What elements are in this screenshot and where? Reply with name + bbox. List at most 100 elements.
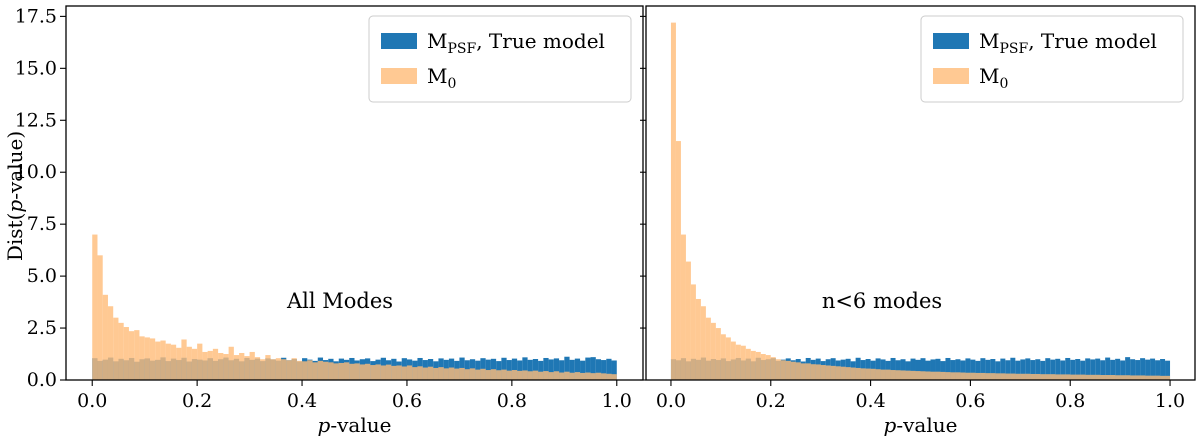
true-model-bar	[1160, 359, 1166, 380]
x-tick-label: 0.0	[77, 390, 107, 412]
m0-bar	[1030, 373, 1036, 380]
m0-bar	[564, 371, 570, 380]
true-model-bar	[1155, 360, 1161, 380]
legend: MPSF, True model M0	[368, 15, 632, 103]
m0-bar	[202, 351, 208, 380]
m0-bar	[750, 350, 756, 380]
true-model-bar	[1000, 358, 1006, 380]
plot-frame	[645, 5, 1196, 381]
m0-bar	[850, 367, 856, 380]
y-tick-label: 0.0	[27, 369, 57, 391]
m0-bar	[191, 348, 198, 380]
m0-bar	[1055, 374, 1061, 380]
m0-bar	[720, 334, 726, 380]
m0-bar	[527, 371, 533, 380]
m0-bar	[296, 360, 303, 380]
m0-bar	[995, 373, 1001, 380]
m0-bar	[730, 341, 736, 380]
m0-bar	[553, 371, 560, 380]
m0-bar	[795, 362, 801, 380]
m0-bar	[548, 372, 554, 380]
m0-bar	[286, 360, 292, 380]
m0-bar	[1105, 375, 1111, 380]
m0-bar	[181, 339, 187, 380]
x-axis-label-rest: -value	[330, 413, 391, 437]
m0-bar	[880, 369, 886, 380]
legend-swatch-m0	[933, 68, 969, 84]
m0-bar	[590, 373, 596, 380]
legend-label-m0-sub: 0	[999, 76, 1008, 92]
m0-bar	[396, 365, 402, 380]
true-model-bar	[890, 357, 896, 380]
true-model-bar	[950, 360, 956, 380]
true-model-bar	[527, 359, 533, 380]
m0-bar	[1085, 374, 1091, 380]
true-model-bar	[601, 360, 607, 380]
m0-bar	[1155, 375, 1161, 380]
m0-bar	[745, 348, 751, 380]
true-model-bar	[1135, 360, 1141, 380]
m0-bar	[391, 365, 397, 380]
true-model-bar	[1145, 359, 1151, 380]
m0-bars	[670, 22, 1171, 381]
m0-bar	[1025, 373, 1031, 380]
m0-bar	[307, 360, 313, 380]
true-model-bar	[1020, 359, 1026, 380]
true-model-bar	[1115, 358, 1121, 380]
true-model-bar	[1120, 360, 1126, 380]
true-model-bar	[522, 357, 528, 380]
m0-bar	[885, 369, 891, 380]
m0-bar	[427, 366, 434, 380]
m0-bar	[915, 371, 921, 380]
x-tick-label: 0.2	[756, 390, 786, 412]
m0-bar	[569, 372, 575, 380]
m0-bar	[511, 370, 518, 380]
x-tick-label: 0.6	[955, 390, 985, 412]
m0-bar	[501, 369, 507, 380]
y-tick-label: 7.5	[27, 213, 57, 235]
m0-bar	[1040, 374, 1046, 380]
true-model-bar	[935, 358, 941, 380]
true-model-bar	[915, 359, 921, 380]
m0-bar	[522, 370, 528, 380]
m0-bar	[417, 366, 423, 380]
legend-label-m0: M0	[979, 64, 1008, 92]
m0-bar	[281, 359, 287, 380]
m0-bar	[695, 298, 701, 380]
true-model-bar	[1030, 360, 1036, 380]
m0-bar	[960, 372, 966, 380]
m0-bar	[485, 370, 491, 380]
m0-bar	[606, 373, 612, 380]
true-model-bar	[980, 358, 986, 380]
true-model-bar	[875, 358, 881, 380]
true-model-bar	[1040, 360, 1046, 380]
y-tick-label: 5.0	[27, 265, 57, 287]
m0-bar	[1000, 373, 1006, 380]
m0-bar	[1065, 374, 1071, 380]
legend-label-true-model-m: M	[427, 29, 447, 53]
m0-bar	[895, 370, 901, 380]
m0-bar	[438, 367, 444, 380]
m0-bar	[890, 370, 896, 380]
m0-bar	[855, 367, 861, 380]
m0-bar	[940, 371, 946, 380]
m0-bar	[910, 370, 916, 380]
x-tick-label: 0.2	[182, 390, 212, 412]
x-ticks: 0.0 0.2 0.4 0.6 0.8 1.0	[77, 380, 632, 412]
m0-bar	[735, 344, 741, 380]
legend-label-true-model-sub: PSF	[447, 41, 476, 57]
m0-bar	[218, 352, 224, 380]
true-model-bar	[925, 360, 931, 380]
m0-bar	[155, 341, 161, 380]
m0-bar	[611, 374, 617, 380]
true-model-bar	[1110, 359, 1116, 380]
m0-bar	[302, 361, 308, 380]
m0-bar	[469, 368, 476, 380]
m0-bar	[496, 370, 502, 380]
m0-bar	[970, 372, 976, 380]
x-tick-label: 0.8	[497, 390, 527, 412]
x-tick-label: 0.4	[855, 390, 885, 412]
m0-bar	[1070, 374, 1076, 380]
m0-bar	[459, 367, 465, 380]
x-tick-label: 1.0	[1155, 390, 1185, 412]
